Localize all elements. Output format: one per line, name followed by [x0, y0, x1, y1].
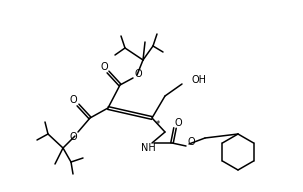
- Text: *: *: [156, 119, 160, 128]
- Text: NH: NH: [141, 143, 155, 153]
- Text: O: O: [187, 137, 195, 147]
- Text: O: O: [69, 95, 77, 105]
- Text: O: O: [174, 118, 182, 128]
- Text: OH: OH: [191, 75, 206, 85]
- Text: O: O: [69, 132, 77, 142]
- Text: O: O: [100, 62, 108, 72]
- Text: O: O: [134, 69, 142, 79]
